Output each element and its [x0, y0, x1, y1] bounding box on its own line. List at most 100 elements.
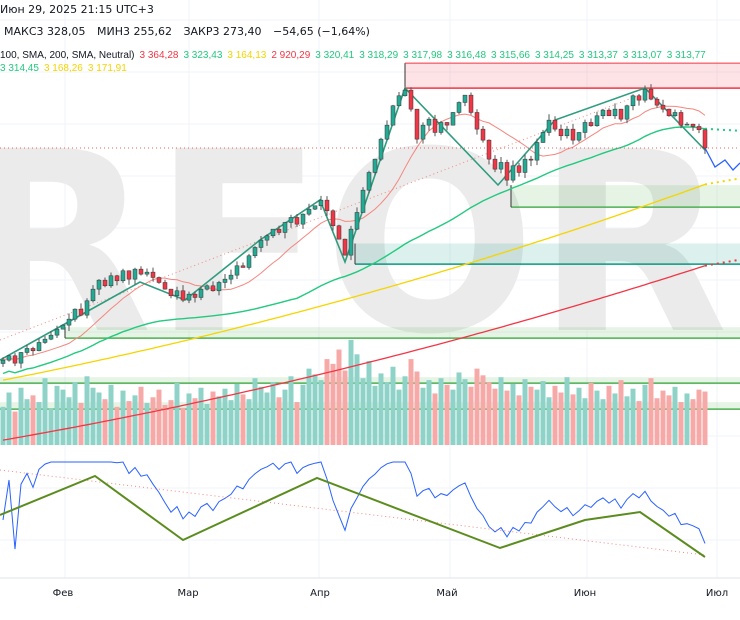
volume-bar [606, 385, 612, 445]
indicator-value: 3 313,37 [578, 50, 618, 61]
candle-up [186, 293, 192, 301]
ma-line [2, 183, 706, 381]
candle-up [198, 288, 204, 298]
volume-bar [18, 387, 24, 445]
volume-bar [522, 379, 528, 445]
candle-up [228, 274, 234, 280]
volume-bar [396, 389, 402, 445]
volume-bar [66, 397, 72, 445]
volume-bar [570, 394, 576, 445]
indicator-legend[interactable]: 100, SMA, 200, SMA, Neutral) 3 364,28 3 32… [0, 49, 736, 75]
volume-bar [12, 411, 18, 445]
candle-down [558, 128, 564, 137]
candle-up [318, 199, 324, 207]
volume-bar [306, 368, 312, 445]
volume-bar [150, 397, 156, 445]
volume-bar [30, 395, 36, 445]
volume-bar [354, 354, 360, 445]
volume-bar [162, 404, 168, 445]
volume-bar [174, 382, 180, 445]
volume-bar [42, 378, 48, 445]
volume-bar [360, 378, 366, 445]
volume-bar [312, 374, 318, 445]
volume-bar [192, 398, 198, 445]
candle-down [180, 290, 186, 301]
volume-bar [642, 384, 648, 445]
candle-up [576, 132, 582, 141]
watermark-logo: RFOREX.c [0, 98, 740, 389]
volume-bar [390, 366, 396, 445]
candle-up [462, 94, 468, 103]
candle-up [684, 123, 690, 126]
candle-up [174, 290, 180, 297]
volume-bar [666, 395, 672, 445]
candle-down [432, 118, 438, 133]
volume-bar [60, 389, 66, 445]
candle-up [6, 355, 12, 361]
volume-bar [318, 380, 324, 445]
volume-bar [534, 389, 540, 445]
indicator-label: 100, SMA, 200, SMA, Neutral) [0, 50, 135, 61]
volume-bar [282, 389, 288, 445]
volume-bar [264, 392, 270, 445]
candle-down [660, 104, 666, 110]
time-axis[interactable]: Фев Мар Апр Май Июн Июл [53, 588, 728, 599]
candle-down [276, 228, 282, 233]
ma-line-20 [2, 105, 706, 361]
indicator-values: 3 364,28 3 323,43 3 164,13 2 920,29 3 320,41… [0, 50, 711, 74]
indicator-value: 3 315,66 [491, 50, 530, 61]
candle-down [666, 108, 672, 117]
candle-up [132, 268, 138, 280]
ma-line [2, 265, 706, 441]
zigzag-line [0, 86, 706, 361]
candle-up [264, 235, 270, 241]
candle-down [444, 122, 450, 126]
volume-bar [204, 403, 210, 445]
candle-up [252, 247, 258, 257]
candle-up [36, 342, 42, 352]
oscillator-pane [0, 461, 706, 558]
volume-bar [588, 382, 594, 445]
candle-down [156, 277, 162, 283]
candle-up [120, 270, 126, 282]
candle-down [192, 293, 198, 298]
low-value: МИН3 255,62 [97, 25, 172, 38]
volume-bar [102, 399, 108, 445]
forecast-line [704, 147, 740, 171]
volume-bar [438, 378, 444, 445]
candle-up [438, 122, 444, 133]
close-value: ЗАКР3 273,40 [183, 25, 262, 38]
volume-bar [690, 399, 696, 445]
candle-up [498, 162, 504, 170]
volume-bar [48, 408, 54, 445]
candle-down [552, 119, 558, 130]
candle-up [366, 172, 372, 191]
candle-down [636, 95, 642, 101]
volume-bar [126, 401, 132, 445]
volume-bar [90, 387, 96, 445]
candle-down [162, 282, 168, 290]
volume-bar [414, 371, 420, 445]
candle-up [84, 300, 90, 316]
candle-up [594, 115, 600, 127]
volume-bar [444, 384, 450, 445]
volume-bar [186, 393, 192, 445]
candle-up [60, 324, 66, 330]
volume-bar [198, 387, 204, 445]
datetime-label: Июн 29, 2025 21:15 UTC+3 [0, 3, 154, 16]
volume-bar [594, 390, 600, 445]
volume-bar [456, 372, 462, 445]
volume-bar [618, 380, 624, 445]
x-tick-label: Апр [310, 588, 330, 599]
candle-up [426, 118, 432, 126]
volume-bar [546, 397, 552, 445]
volume-bar [276, 397, 282, 445]
volume-bar [516, 395, 522, 445]
candle-up [96, 279, 102, 290]
volume-bar [636, 401, 642, 445]
indicator-value: 3 314,25 [534, 50, 574, 61]
volume-bar [348, 340, 354, 445]
volume-bar [258, 386, 264, 445]
candle-up [258, 239, 264, 248]
